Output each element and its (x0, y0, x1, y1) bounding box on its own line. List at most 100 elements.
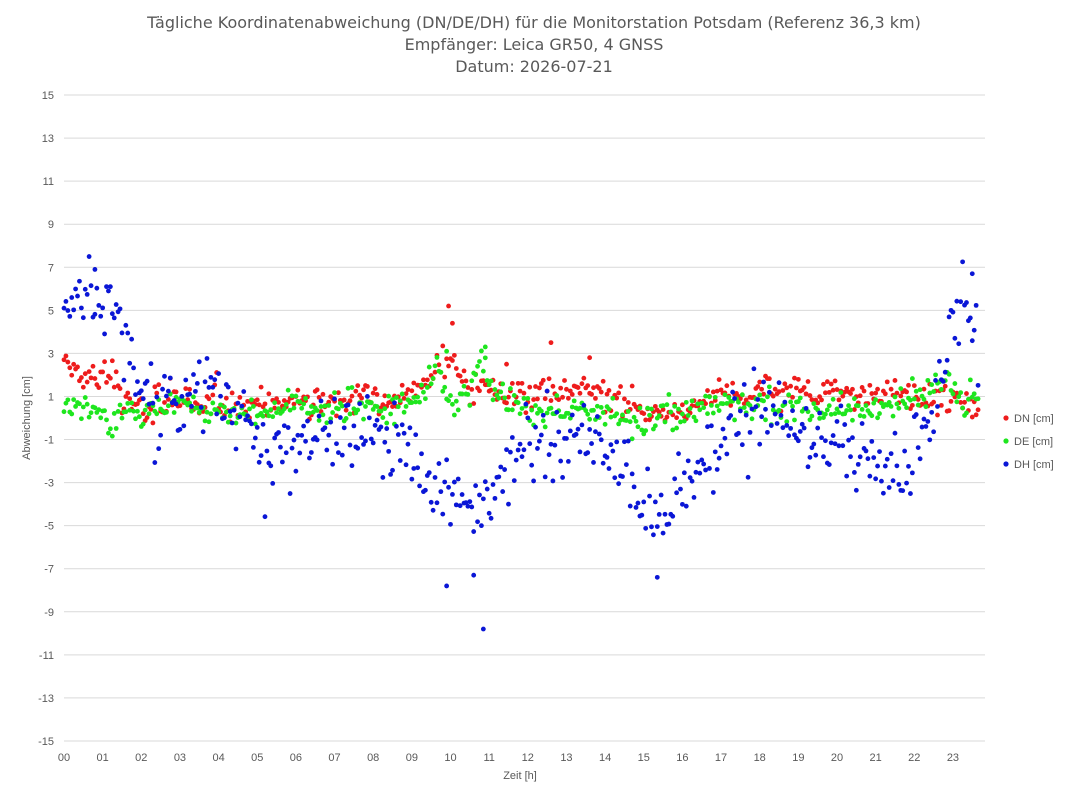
data-point (517, 411, 523, 417)
data-point (479, 348, 484, 354)
data-point (931, 389, 937, 394)
data-point (565, 411, 571, 416)
data-point (913, 388, 919, 394)
data-point (450, 492, 455, 497)
data-point (492, 387, 498, 392)
data-point (397, 458, 403, 463)
data-point (109, 358, 115, 364)
data-point (909, 402, 915, 408)
data-point (877, 411, 882, 416)
data-point (888, 451, 894, 457)
data-point (500, 489, 506, 494)
data-point (287, 491, 293, 496)
data-point (480, 626, 486, 632)
data-point (422, 396, 428, 402)
data-point (600, 378, 606, 384)
data-point (252, 435, 258, 441)
data-point (75, 364, 80, 370)
data-point (967, 315, 973, 321)
data-point (276, 399, 281, 405)
data-point (786, 433, 792, 439)
data-point (326, 403, 332, 408)
data-point (724, 383, 730, 389)
data-point (210, 384, 216, 390)
data-point (805, 379, 811, 384)
data-point (832, 378, 838, 384)
data-point (633, 418, 639, 424)
data-point (164, 409, 169, 415)
data-point (88, 410, 94, 416)
legend-marker (1003, 461, 1009, 467)
data-point (196, 359, 202, 365)
data-point (297, 399, 303, 405)
data-point (227, 409, 233, 414)
data-point (873, 390, 879, 396)
data-point (393, 423, 399, 429)
data-point (63, 353, 69, 359)
data-point (107, 426, 113, 432)
data-point (527, 384, 533, 390)
data-point (444, 348, 450, 354)
data-point (954, 399, 960, 405)
data-point (927, 390, 933, 396)
data-point (788, 425, 794, 431)
data-point (477, 388, 482, 394)
data-point (272, 400, 278, 406)
data-point (695, 459, 701, 465)
data-point (77, 278, 82, 284)
data-point (969, 271, 975, 277)
data-point (869, 438, 875, 444)
chart-title-line-3: Datum: 2026-07-21 (455, 57, 613, 76)
data-point (484, 486, 490, 492)
data-point (200, 429, 206, 435)
data-point (459, 379, 465, 384)
data-point (305, 418, 310, 424)
data-point (552, 442, 558, 448)
data-point (701, 405, 707, 411)
data-point (848, 407, 853, 413)
data-point (113, 426, 119, 431)
data-point (766, 376, 772, 382)
data-point (643, 525, 649, 531)
data-point (148, 406, 154, 412)
data-point (71, 361, 77, 367)
x-tick-label: 00 (58, 752, 70, 764)
data-point (573, 431, 579, 437)
data-point (915, 402, 921, 408)
x-tick-label: 20 (831, 752, 843, 764)
data-point (399, 422, 405, 428)
data-point (850, 417, 855, 423)
data-point (523, 401, 529, 407)
data-point (119, 330, 125, 336)
data-point (467, 403, 473, 408)
data-point (455, 476, 461, 482)
data-point (898, 386, 904, 391)
data-point (202, 379, 208, 385)
x-tick-label: 13 (560, 752, 572, 764)
data-point (436, 461, 442, 466)
data-point (975, 382, 981, 388)
data-point (701, 461, 707, 467)
data-point (194, 402, 200, 407)
data-point (349, 385, 355, 390)
data-point (146, 401, 152, 407)
data-point (453, 502, 459, 508)
data-point (73, 286, 78, 292)
data-point (249, 397, 254, 403)
data-point (386, 448, 392, 454)
data-point (239, 403, 245, 409)
data-point (637, 405, 643, 411)
data-point (355, 383, 361, 388)
data-point (380, 475, 386, 480)
data-point (465, 385, 471, 390)
data-point (107, 284, 113, 290)
data-point (482, 355, 488, 361)
data-point (446, 484, 451, 490)
data-point (844, 385, 850, 391)
data-point (647, 412, 652, 418)
data-point (411, 380, 417, 386)
data-point (807, 454, 813, 460)
data-point (753, 404, 759, 410)
data-point (662, 419, 668, 425)
data-point (382, 393, 388, 399)
